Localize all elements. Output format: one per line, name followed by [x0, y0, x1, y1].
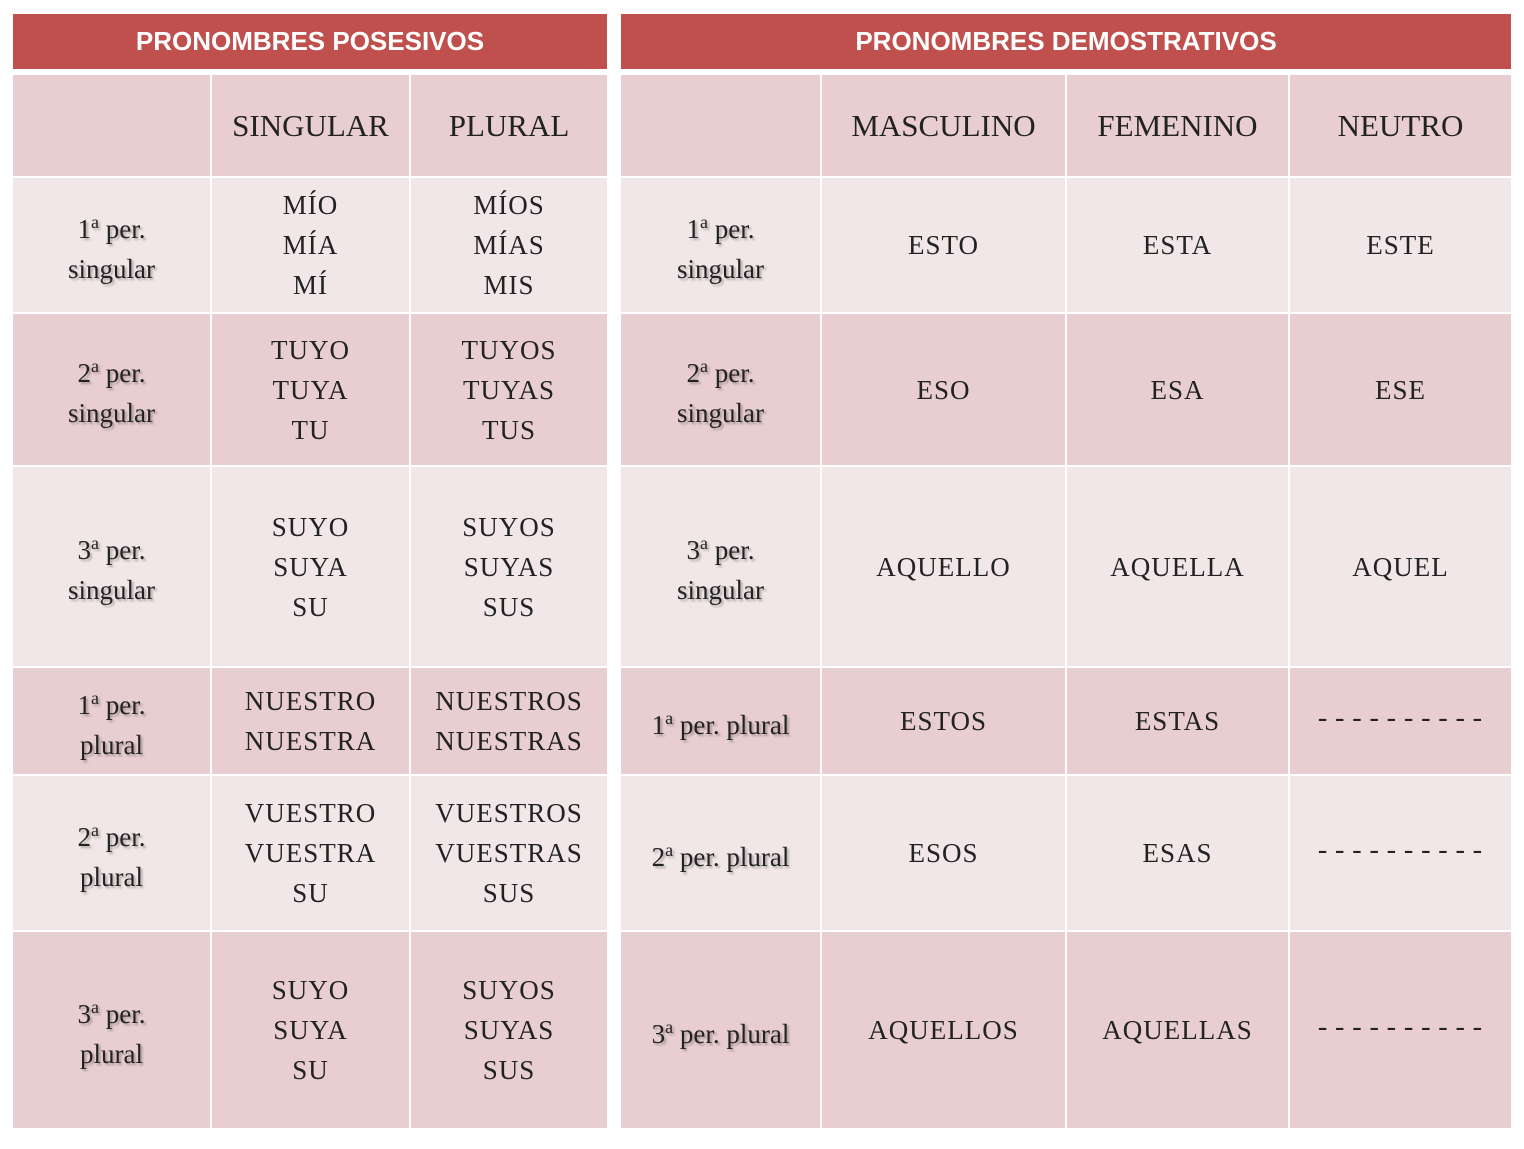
header-cell-empty: [621, 72, 821, 178]
cell-femenino: ESAS: [1065, 775, 1289, 932]
cell-femenino: ESA: [1065, 313, 1289, 467]
cell-neutro: ----------: [1287, 667, 1512, 776]
row-label: 1a per. singular: [621, 177, 821, 314]
demostrativos-table: PRONOMBRES DEMOSTRATIVOS MASCULINO FEMEN…: [621, 14, 1512, 1130]
table-row: 1a per. singular MÍO MÍA MÍ MÍOS MÍAS MIS: [13, 177, 607, 314]
cell-plural: VUESTROS VUESTRAS SUS: [409, 775, 607, 932]
header-plural: PLURAL: [409, 72, 607, 178]
table-row: 2a per. plural ESOS ESAS ----------: [621, 775, 1512, 932]
posesivos-table: PRONOMBRES POSESIVOS SINGULAR PLURAL 1a …: [13, 14, 607, 1130]
cell-masculino: AQUELLOS: [820, 931, 1066, 1130]
table-row: 1a per. singular ESTO ESTA ESTE: [621, 177, 1512, 314]
cell-singular: SUYO SUYA SU: [210, 466, 410, 668]
table-row: 3a per. singular AQUELLO AQUELLA AQUEL: [621, 466, 1512, 668]
demostrativos-title: PRONOMBRES DEMOSTRATIVOS: [621, 14, 1512, 75]
posesivos-title: PRONOMBRES POSESIVOS: [13, 14, 607, 75]
table-row: 3a per. plural AQUELLOS AQUELLAS -------…: [621, 931, 1512, 1130]
cell-neutro: ----------: [1287, 775, 1512, 932]
table-row: 3a per. singular SUYO SUYA SU SUYOS SUYAS SUS: [13, 466, 607, 668]
cell-plural: TUYOS TUYAS TUS: [409, 313, 607, 467]
table-row: 2a per. singular ESO ESA ESE: [621, 313, 1512, 467]
row-label: 3a per. plural: [13, 931, 211, 1130]
header-femenino: FEMENINO: [1065, 72, 1289, 178]
cell-singular: NUESTRO NUESTRA: [210, 667, 410, 776]
row-label: 2a per. singular: [621, 313, 821, 467]
header-cell-empty: [13, 72, 211, 178]
table-row: 2a per. plural VUESTRO VUESTRA SU VUESTROS V…: [13, 775, 607, 932]
header-singular: SINGULAR: [210, 72, 410, 178]
cell-neutro: ESTE: [1287, 177, 1512, 314]
cell-neutro: AQUEL: [1287, 466, 1512, 668]
cell-femenino: AQUELLAS: [1065, 931, 1289, 1130]
header-masculino: MASCULINO: [820, 72, 1066, 178]
cell-femenino: AQUELLA: [1065, 466, 1289, 668]
cell-femenino: ESTAS: [1065, 667, 1289, 776]
table-row: 1a per. plural NUESTRO NUESTRA NUESTROS NUE…: [13, 667, 607, 776]
row-label: 2a per. plural: [13, 775, 211, 932]
cell-masculino: ESTOS: [820, 667, 1066, 776]
cell-femenino: ESTA: [1065, 177, 1289, 314]
cell-neutro: ESE: [1287, 313, 1512, 467]
cell-plural: NUESTROS NUESTRAS: [409, 667, 607, 776]
row-label: 3a per. singular: [13, 466, 211, 668]
table-row: 2a per. singular TUYO TUYA TU TUYOS TUYAS TUS: [13, 313, 607, 467]
cell-singular: SUYO SUYA SU: [210, 931, 410, 1130]
table-row: 1a per. plural ESTOS ESTAS ----------: [621, 667, 1512, 776]
row-label: 2a per. plural: [621, 775, 821, 932]
cell-plural: SUYOS SUYAS SUS: [409, 466, 607, 668]
row-label: 3a per. plural: [621, 931, 821, 1130]
row-label: 1a per. plural: [621, 667, 821, 776]
cell-masculino: ESTO: [820, 177, 1066, 314]
cell-singular: TUYO TUYA TU: [210, 313, 410, 467]
cell-neutro: ----------: [1287, 931, 1512, 1130]
row-label: 3a per. singular: [621, 466, 821, 668]
cell-singular: VUESTRO VUESTRA SU: [210, 775, 410, 932]
cell-masculino: AQUELLO: [820, 466, 1066, 668]
posesivos-header-row: SINGULAR PLURAL: [13, 72, 607, 178]
cell-masculino: ESO: [820, 313, 1066, 467]
row-label: 1a per. plural: [13, 667, 211, 776]
row-label: 1a per. singular: [13, 177, 211, 314]
cell-plural: SUYOS SUYAS SUS: [409, 931, 607, 1130]
demostrativos-header-row: MASCULINO FEMENINO NEUTRO: [621, 72, 1512, 178]
row-label: 2a per. singular: [13, 313, 211, 467]
table-row: 3a per. plural SUYO SUYA SU SUYOS SUYAS SUS: [13, 931, 607, 1130]
cell-singular: MÍO MÍA MÍ: [210, 177, 410, 314]
header-neutro: NEUTRO: [1287, 72, 1512, 178]
cell-masculino: ESOS: [820, 775, 1066, 932]
cell-plural: MÍOS MÍAS MIS: [409, 177, 607, 314]
